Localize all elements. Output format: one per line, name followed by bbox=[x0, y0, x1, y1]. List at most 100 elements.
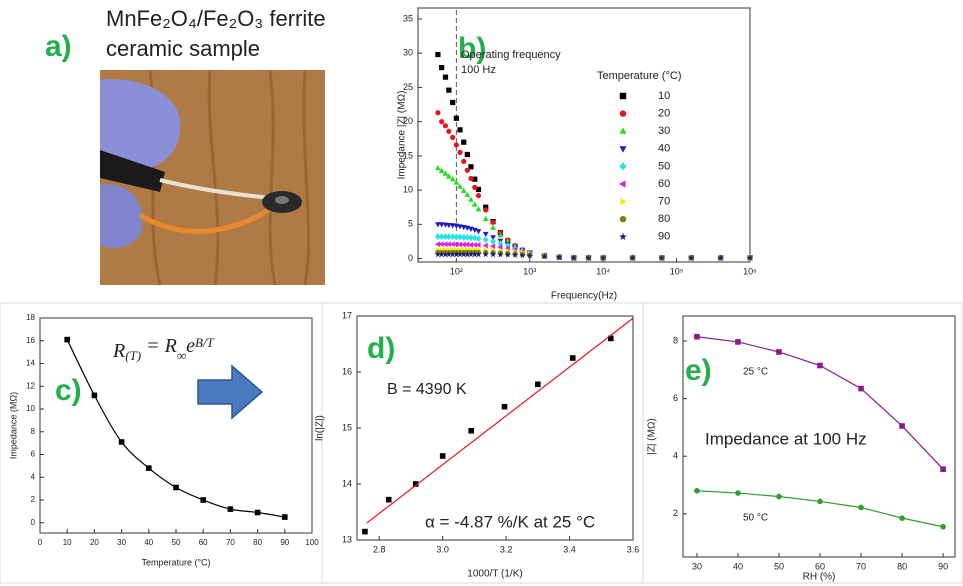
x-tick-label: 3.4 bbox=[563, 544, 576, 554]
marker bbox=[472, 176, 478, 182]
marker bbox=[446, 222, 452, 229]
y-tick-label: 6 bbox=[31, 450, 36, 459]
marker bbox=[475, 242, 481, 248]
panel-label: d) bbox=[367, 332, 395, 365]
marker bbox=[555, 253, 563, 260]
marker bbox=[457, 233, 463, 241]
x-tick-label: 30 bbox=[117, 538, 126, 547]
marker bbox=[468, 234, 474, 242]
marker bbox=[457, 183, 463, 189]
marker bbox=[91, 392, 98, 399]
x-tick-label: 3.0 bbox=[436, 544, 449, 554]
marker bbox=[483, 204, 489, 210]
marker bbox=[449, 241, 455, 248]
y-tick-label: 2 bbox=[31, 495, 36, 504]
y-tick-label: 16 bbox=[26, 336, 35, 345]
y-axis-label: ln(|Z|) bbox=[315, 415, 326, 441]
marker bbox=[658, 254, 666, 261]
x-tick-label: 10⁴ bbox=[596, 266, 610, 276]
marker bbox=[385, 496, 392, 503]
marker bbox=[460, 187, 467, 193]
marker bbox=[446, 87, 452, 93]
legend-label: 60 bbox=[658, 178, 670, 190]
panel-label: b) bbox=[458, 32, 486, 65]
marker bbox=[694, 333, 700, 340]
x-tick-label: 100 bbox=[305, 538, 319, 547]
marker bbox=[858, 504, 864, 511]
marker bbox=[482, 236, 489, 244]
marker bbox=[412, 481, 419, 487]
x-tick-label: 80 bbox=[897, 561, 907, 571]
marker bbox=[776, 493, 782, 500]
y-tick-label: 10 bbox=[403, 184, 413, 194]
marker bbox=[434, 241, 440, 248]
marker bbox=[449, 233, 456, 241]
x-axis-label: Temperature (°C) bbox=[141, 557, 210, 567]
marker bbox=[490, 219, 496, 225]
x-axis-label: Frequency(Hz) bbox=[551, 291, 617, 302]
series-line bbox=[696, 490, 944, 528]
marker bbox=[435, 222, 441, 228]
marker bbox=[464, 191, 471, 197]
marker bbox=[490, 224, 496, 230]
plot-frame bbox=[682, 315, 956, 558]
caption: ceramic sample bbox=[106, 36, 260, 61]
marker bbox=[464, 167, 470, 173]
marker bbox=[446, 233, 452, 241]
marker bbox=[504, 251, 511, 258]
marker bbox=[688, 254, 695, 261]
marker bbox=[776, 349, 782, 355]
marker bbox=[570, 254, 578, 261]
marker bbox=[535, 381, 541, 388]
x-axis-label: 1000/T (1/K) bbox=[467, 569, 522, 580]
panel-label: e) bbox=[685, 354, 712, 387]
marker bbox=[475, 235, 482, 243]
marker bbox=[569, 355, 576, 361]
marker bbox=[435, 51, 441, 58]
marker bbox=[435, 110, 441, 116]
x-tick-label: 50 bbox=[172, 538, 181, 547]
marker bbox=[442, 74, 449, 80]
legend-marker bbox=[619, 216, 627, 223]
marker bbox=[442, 251, 449, 258]
x-tick-label: 40 bbox=[733, 561, 743, 571]
marker bbox=[460, 233, 467, 241]
equation-part: R bbox=[112, 340, 125, 362]
marker bbox=[482, 251, 489, 258]
marker bbox=[438, 167, 445, 174]
marker bbox=[482, 231, 489, 238]
x-tick-label: 90 bbox=[938, 561, 948, 571]
y-axis-label: Impedance (MΩ) bbox=[8, 392, 18, 459]
arrow bbox=[197, 364, 264, 420]
series-label: 25 °C bbox=[743, 367, 768, 378]
marker bbox=[482, 215, 489, 221]
x-tick-label: 0 bbox=[38, 538, 43, 547]
marker bbox=[445, 251, 453, 258]
y-tick-label: 35 bbox=[403, 13, 413, 23]
marker bbox=[629, 254, 636, 261]
marker bbox=[461, 158, 467, 164]
x-tick-label: 10⁵ bbox=[670, 266, 684, 276]
x-tick-label: 3.6 bbox=[627, 544, 640, 554]
x-axis-label: RH (%) bbox=[803, 572, 836, 583]
photo bbox=[100, 69, 325, 286]
x-tick-label: 10⁶ bbox=[743, 266, 757, 276]
marker bbox=[460, 241, 466, 248]
legend-label: 90 bbox=[658, 231, 670, 243]
marker bbox=[449, 176, 456, 182]
marker bbox=[282, 514, 288, 520]
marker bbox=[940, 466, 946, 472]
equation-part: (T) bbox=[125, 348, 141, 363]
marker bbox=[435, 165, 441, 171]
marker bbox=[526, 252, 534, 259]
marker bbox=[899, 515, 905, 521]
series-line bbox=[66, 339, 285, 518]
x-tick-label: 70 bbox=[226, 538, 235, 547]
marker bbox=[817, 362, 823, 369]
marker bbox=[858, 385, 864, 392]
marker bbox=[511, 251, 519, 258]
marker bbox=[449, 251, 456, 258]
marker bbox=[435, 233, 441, 241]
legend-label: 20 bbox=[658, 108, 670, 120]
marker bbox=[439, 453, 446, 459]
